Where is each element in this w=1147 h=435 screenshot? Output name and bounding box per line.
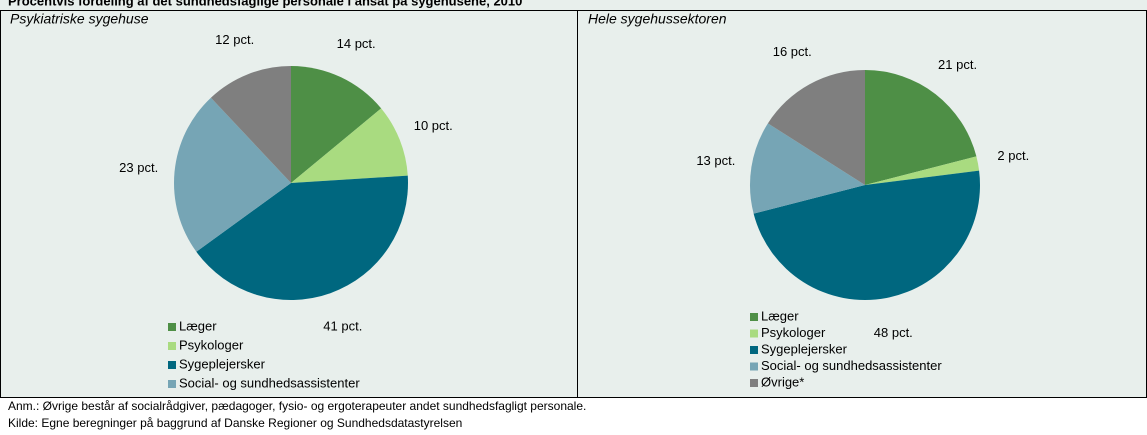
pie-slice	[865, 156, 980, 185]
note: Kilde: Egne beregninger på baggrund af D…	[8, 416, 462, 430]
legend-label: Sygeplejersker	[179, 356, 266, 371]
pie-slice	[196, 175, 409, 301]
legend-label: Sygeplejersker	[761, 341, 848, 356]
note: Anm.: Øvrige består af socialrådgiver, p…	[8, 399, 586, 413]
legend-label: Læger	[761, 308, 799, 323]
legend-label: Læger	[179, 318, 217, 333]
data-label: 10 pct.	[414, 118, 453, 133]
legend-swatch	[750, 313, 758, 321]
pie-slice	[767, 70, 865, 185]
data-label: 41 pct.	[323, 318, 362, 333]
data-label: 13 pct.	[696, 153, 735, 168]
pie-slice	[291, 108, 408, 183]
chart-title: Procentvis fordeling af det sundhedsfagl…	[8, 0, 522, 8]
legend-label: Social- og sundhedsassistenter	[761, 358, 942, 373]
data-label: 48 pct.	[874, 325, 913, 340]
pie-slice	[210, 66, 291, 183]
data-label: 12 pct.	[215, 32, 254, 47]
legend-label: Psykologer	[761, 325, 826, 340]
legend-swatch	[168, 361, 176, 369]
data-label: 16 pct.	[773, 44, 812, 59]
data-label: 2 pct.	[997, 148, 1029, 163]
data-label: 21 pct.	[938, 57, 977, 72]
subtitle: Hele sygehussektoren	[588, 11, 727, 27]
data-label: 23 pct.	[119, 160, 158, 175]
legend-label: Øvrige*	[761, 374, 804, 389]
pie-slice	[291, 66, 382, 183]
legend-swatch	[750, 329, 758, 338]
pie-slice	[865, 70, 977, 185]
pie-slice	[753, 170, 980, 300]
data-label: 14 pct.	[337, 36, 376, 51]
legend-swatch	[168, 323, 176, 331]
legend-label: Social- og sundhedsassistenter	[179, 375, 360, 390]
legend-swatch	[168, 380, 176, 388]
pie-slice	[750, 123, 865, 214]
legend-swatch	[750, 346, 758, 354]
pie-slice	[174, 97, 291, 252]
legend-swatch	[750, 362, 758, 371]
legend-swatch	[168, 342, 176, 350]
subtitle: Psykiatriske sygehuse	[10, 11, 149, 27]
legend-label: Psykologer	[179, 337, 244, 352]
legend-swatch	[750, 379, 758, 387]
